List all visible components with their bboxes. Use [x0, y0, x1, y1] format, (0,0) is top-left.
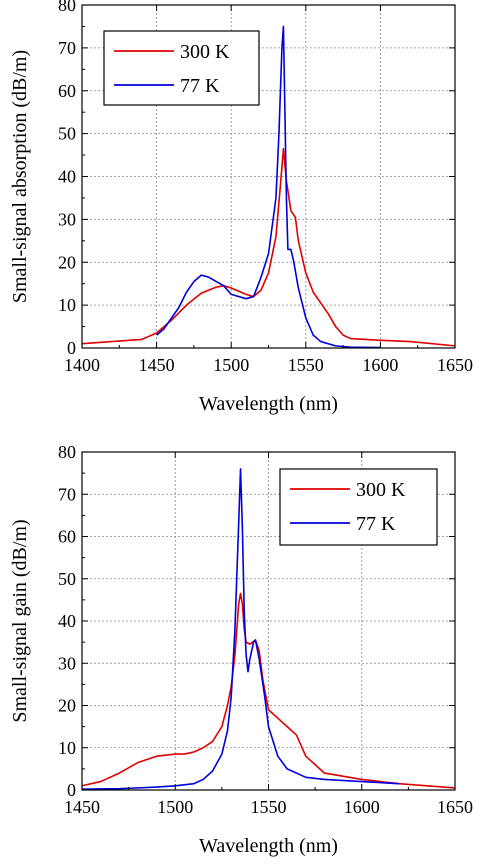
y-tick-label: 0	[67, 780, 76, 800]
legend-box	[279, 468, 438, 546]
y-tick-label: 30	[58, 209, 76, 229]
x-tick-label: 1450	[64, 797, 100, 817]
y-tick-label: 0	[67, 338, 76, 358]
legend-label-77k: 77 K	[180, 75, 220, 97]
x-tick-label: 1450	[139, 355, 175, 375]
y-tick-label: 80	[58, 442, 76, 462]
x-tick-label: 1650	[437, 355, 473, 375]
x-tick-label: 1600	[362, 355, 398, 375]
x-tick-label: 1550	[251, 797, 287, 817]
y-tick-label: 20	[58, 252, 76, 272]
series-line-300k	[81, 147, 456, 347]
series-line-77k	[156, 25, 381, 349]
y-tick-label: 50	[58, 124, 76, 144]
x-axis-label: Wavelength (nm)	[199, 393, 338, 415]
legend-label-77k: 77 K	[356, 513, 396, 535]
gain-chart: 1450 1500 1550 1600 1650 0 10 20 30 40 50 60 70 80 Wav…	[9, 442, 473, 857]
x-tick-label: 1650	[437, 797, 473, 817]
y-tick-label: 70	[58, 38, 76, 58]
y-tick-label: 60	[58, 81, 76, 101]
y-tick-label: 10	[58, 295, 76, 315]
series-line-77k	[81, 468, 400, 790]
x-tick-label: 1400	[64, 355, 100, 375]
series-line-300k	[81, 592, 456, 789]
y-tick-label: 30	[58, 653, 76, 673]
legend-label-300k: 300 K	[180, 41, 230, 63]
x-tick-label: 1600	[344, 797, 380, 817]
y-tick-label: 50	[58, 569, 76, 589]
y-tick-label: 80	[58, 0, 76, 15]
x-tick-label: 1500	[213, 355, 249, 375]
absorption-chart: 1400 1450 1500 1550 1600 1650 0 10 20 30 40 50 60 70 8…	[9, 0, 473, 415]
y-tick-label: 40	[58, 611, 76, 631]
x-tick-label: 1550	[288, 355, 324, 375]
legend-label-300k: 300 K	[356, 479, 406, 501]
y-axis-label: Small-signal gain (dB/m)	[9, 519, 31, 722]
y-tick-label: 40	[58, 167, 76, 187]
x-tick-label: 1500	[157, 797, 193, 817]
x-axis-label: Wavelength (nm)	[199, 835, 338, 857]
y-tick-label: 10	[58, 738, 76, 758]
y-axis-label: Small-signal absorption (dB/m)	[9, 50, 31, 303]
y-tick-label: 60	[58, 527, 76, 547]
y-tick-label: 20	[58, 696, 76, 716]
y-tick-label: 70	[58, 484, 76, 504]
legend-box	[103, 30, 260, 106]
